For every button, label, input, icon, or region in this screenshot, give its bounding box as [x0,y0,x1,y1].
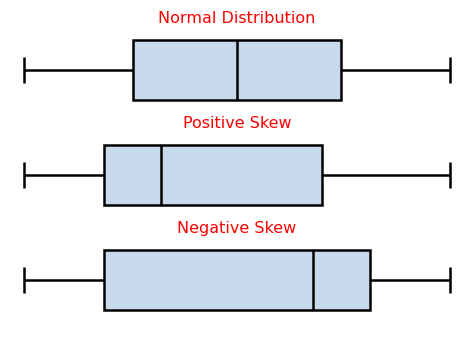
Bar [104,250,370,310]
Text: Normal Distribution: Normal Distribution [158,10,316,26]
Text: Positive Skew: Positive Skew [182,116,292,131]
Bar [104,145,322,205]
Bar [133,40,341,100]
Text: Negative Skew: Negative Skew [177,220,297,236]
